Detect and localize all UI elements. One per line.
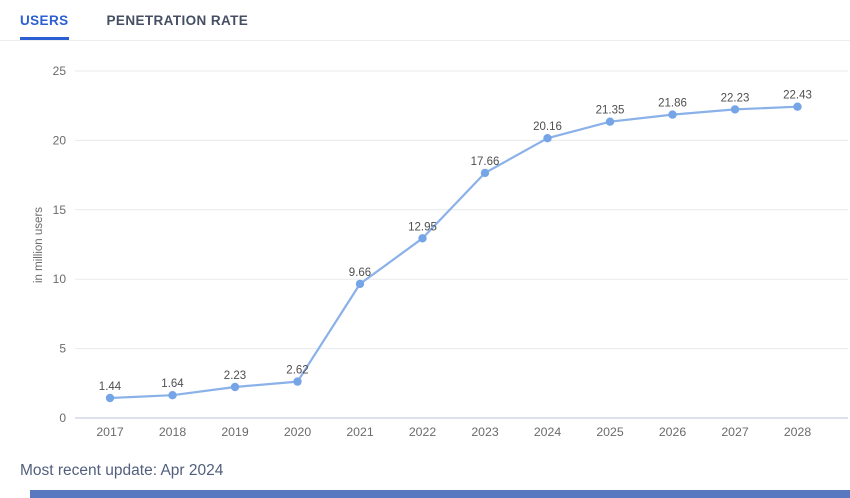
data-point[interactable] xyxy=(105,393,115,403)
x-axis-tick-label: 2025 xyxy=(596,425,624,439)
data-point[interactable] xyxy=(168,391,177,400)
x-axis-tick-label: 2023 xyxy=(471,425,499,439)
data-point[interactable] xyxy=(730,105,740,114)
data-point-label: 2.23 xyxy=(224,370,246,382)
data-point-label: 9.66 xyxy=(349,267,371,279)
horizontal-scrollbar[interactable] xyxy=(30,490,850,498)
data-point[interactable] xyxy=(293,377,302,386)
y-axis-tick-label: 15 xyxy=(53,203,67,217)
data-point[interactable] xyxy=(480,168,490,178)
y-axis-title: in million users xyxy=(33,207,45,283)
tab-penetration-rate[interactable]: PENETRATION RATE xyxy=(106,13,249,28)
x-axis-tick-label: 2021 xyxy=(346,425,374,439)
x-axis-tick-label: 2018 xyxy=(159,425,187,439)
x-axis-tick-label: 2017 xyxy=(96,425,124,439)
data-point[interactable] xyxy=(668,110,677,119)
x-axis-tick-label: 2022 xyxy=(409,425,437,439)
data-point[interactable] xyxy=(605,117,615,126)
data-point-label: 21.86 xyxy=(658,98,687,110)
data-point[interactable] xyxy=(230,382,240,392)
tab-bar: USERS PENETRATION RATE xyxy=(0,0,850,41)
tab-users[interactable]: USERS xyxy=(20,1,69,40)
y-axis-tick-label: 0 xyxy=(59,411,66,425)
data-point[interactable] xyxy=(355,279,365,289)
data-point-label: 1.64 xyxy=(161,378,184,390)
y-axis-tick-label: 25 xyxy=(53,64,67,78)
data-point[interactable] xyxy=(418,234,427,243)
data-point-label: 21.35 xyxy=(596,105,625,117)
data-point-label: 12.95 xyxy=(408,221,437,233)
data-point-label: 1.44 xyxy=(99,381,122,393)
data-point[interactable] xyxy=(793,102,802,111)
x-axis-tick-label: 2026 xyxy=(659,425,687,439)
x-axis-tick-label: 2028 xyxy=(784,425,812,439)
x-axis-tick-label: 2027 xyxy=(721,425,749,439)
data-point-label: 17.66 xyxy=(471,156,500,168)
data-point-label: 22.43 xyxy=(783,90,812,102)
x-axis-tick-label: 2024 xyxy=(534,425,562,439)
line-chart: 0 5 10 15 20 25 2017 2018 2019 2020 2021 2022 2023 20… xyxy=(0,41,850,455)
data-point-label: 22.23 xyxy=(721,92,750,104)
data-point-label: 20.16 xyxy=(533,121,562,133)
y-axis-tick-label: 10 xyxy=(53,272,67,286)
data-point[interactable] xyxy=(543,134,552,143)
x-axis-tick-label: 2020 xyxy=(284,425,312,439)
y-axis-tick-label: 5 xyxy=(59,342,66,356)
x-axis-tick-label: 2019 xyxy=(221,425,249,439)
users-series-line xyxy=(108,105,799,400)
most-recent-update-note: Most recent update: Apr 2024 xyxy=(20,462,224,479)
data-point-label: 2.62 xyxy=(286,365,308,377)
y-axis-tick-label: 20 xyxy=(53,133,67,147)
